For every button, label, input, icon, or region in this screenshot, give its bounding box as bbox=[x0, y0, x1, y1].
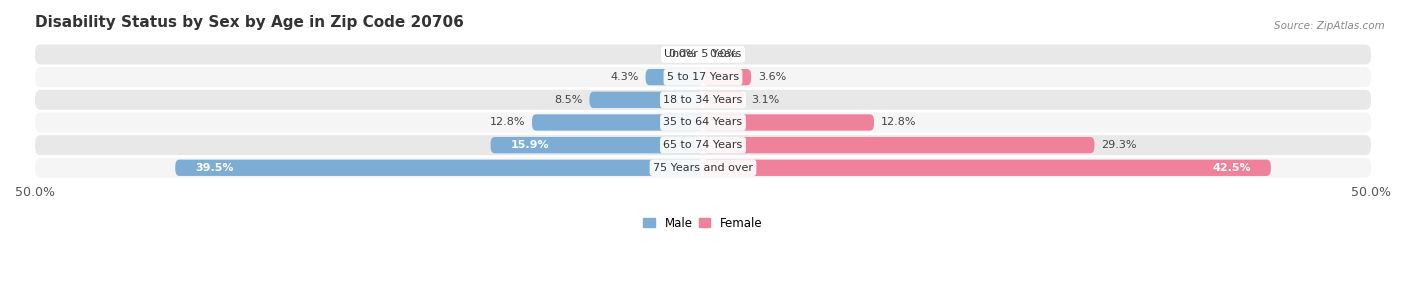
Text: 42.5%: 42.5% bbox=[1212, 163, 1251, 173]
FancyBboxPatch shape bbox=[531, 114, 703, 131]
Text: 0.0%: 0.0% bbox=[710, 50, 738, 60]
FancyBboxPatch shape bbox=[176, 160, 703, 176]
Text: 35 to 64 Years: 35 to 64 Years bbox=[664, 117, 742, 127]
Text: 12.8%: 12.8% bbox=[880, 117, 917, 127]
FancyBboxPatch shape bbox=[703, 92, 744, 108]
FancyBboxPatch shape bbox=[703, 114, 875, 131]
Text: 0.0%: 0.0% bbox=[668, 50, 696, 60]
FancyBboxPatch shape bbox=[35, 135, 1371, 155]
FancyBboxPatch shape bbox=[703, 137, 1094, 153]
Text: 39.5%: 39.5% bbox=[195, 163, 233, 173]
Text: 4.3%: 4.3% bbox=[610, 72, 638, 82]
Text: 18 to 34 Years: 18 to 34 Years bbox=[664, 95, 742, 105]
FancyBboxPatch shape bbox=[35, 158, 1371, 178]
FancyBboxPatch shape bbox=[35, 90, 1371, 110]
FancyBboxPatch shape bbox=[491, 137, 703, 153]
Legend: Male, Female: Male, Female bbox=[638, 212, 768, 234]
Text: 65 to 74 Years: 65 to 74 Years bbox=[664, 140, 742, 150]
Text: Under 5 Years: Under 5 Years bbox=[665, 50, 741, 60]
Text: Source: ZipAtlas.com: Source: ZipAtlas.com bbox=[1274, 21, 1385, 31]
Text: 12.8%: 12.8% bbox=[489, 117, 526, 127]
Text: 15.9%: 15.9% bbox=[510, 140, 550, 150]
Text: 75 Years and over: 75 Years and over bbox=[652, 163, 754, 173]
FancyBboxPatch shape bbox=[35, 44, 1371, 64]
Text: 3.6%: 3.6% bbox=[758, 72, 786, 82]
Text: Disability Status by Sex by Age in Zip Code 20706: Disability Status by Sex by Age in Zip C… bbox=[35, 15, 464, 30]
FancyBboxPatch shape bbox=[703, 160, 1271, 176]
FancyBboxPatch shape bbox=[645, 69, 703, 85]
Text: 8.5%: 8.5% bbox=[554, 95, 582, 105]
FancyBboxPatch shape bbox=[589, 92, 703, 108]
FancyBboxPatch shape bbox=[703, 69, 751, 85]
FancyBboxPatch shape bbox=[35, 67, 1371, 87]
Text: 3.1%: 3.1% bbox=[751, 95, 779, 105]
FancyBboxPatch shape bbox=[35, 112, 1371, 133]
Text: 5 to 17 Years: 5 to 17 Years bbox=[666, 72, 740, 82]
Text: 29.3%: 29.3% bbox=[1101, 140, 1136, 150]
